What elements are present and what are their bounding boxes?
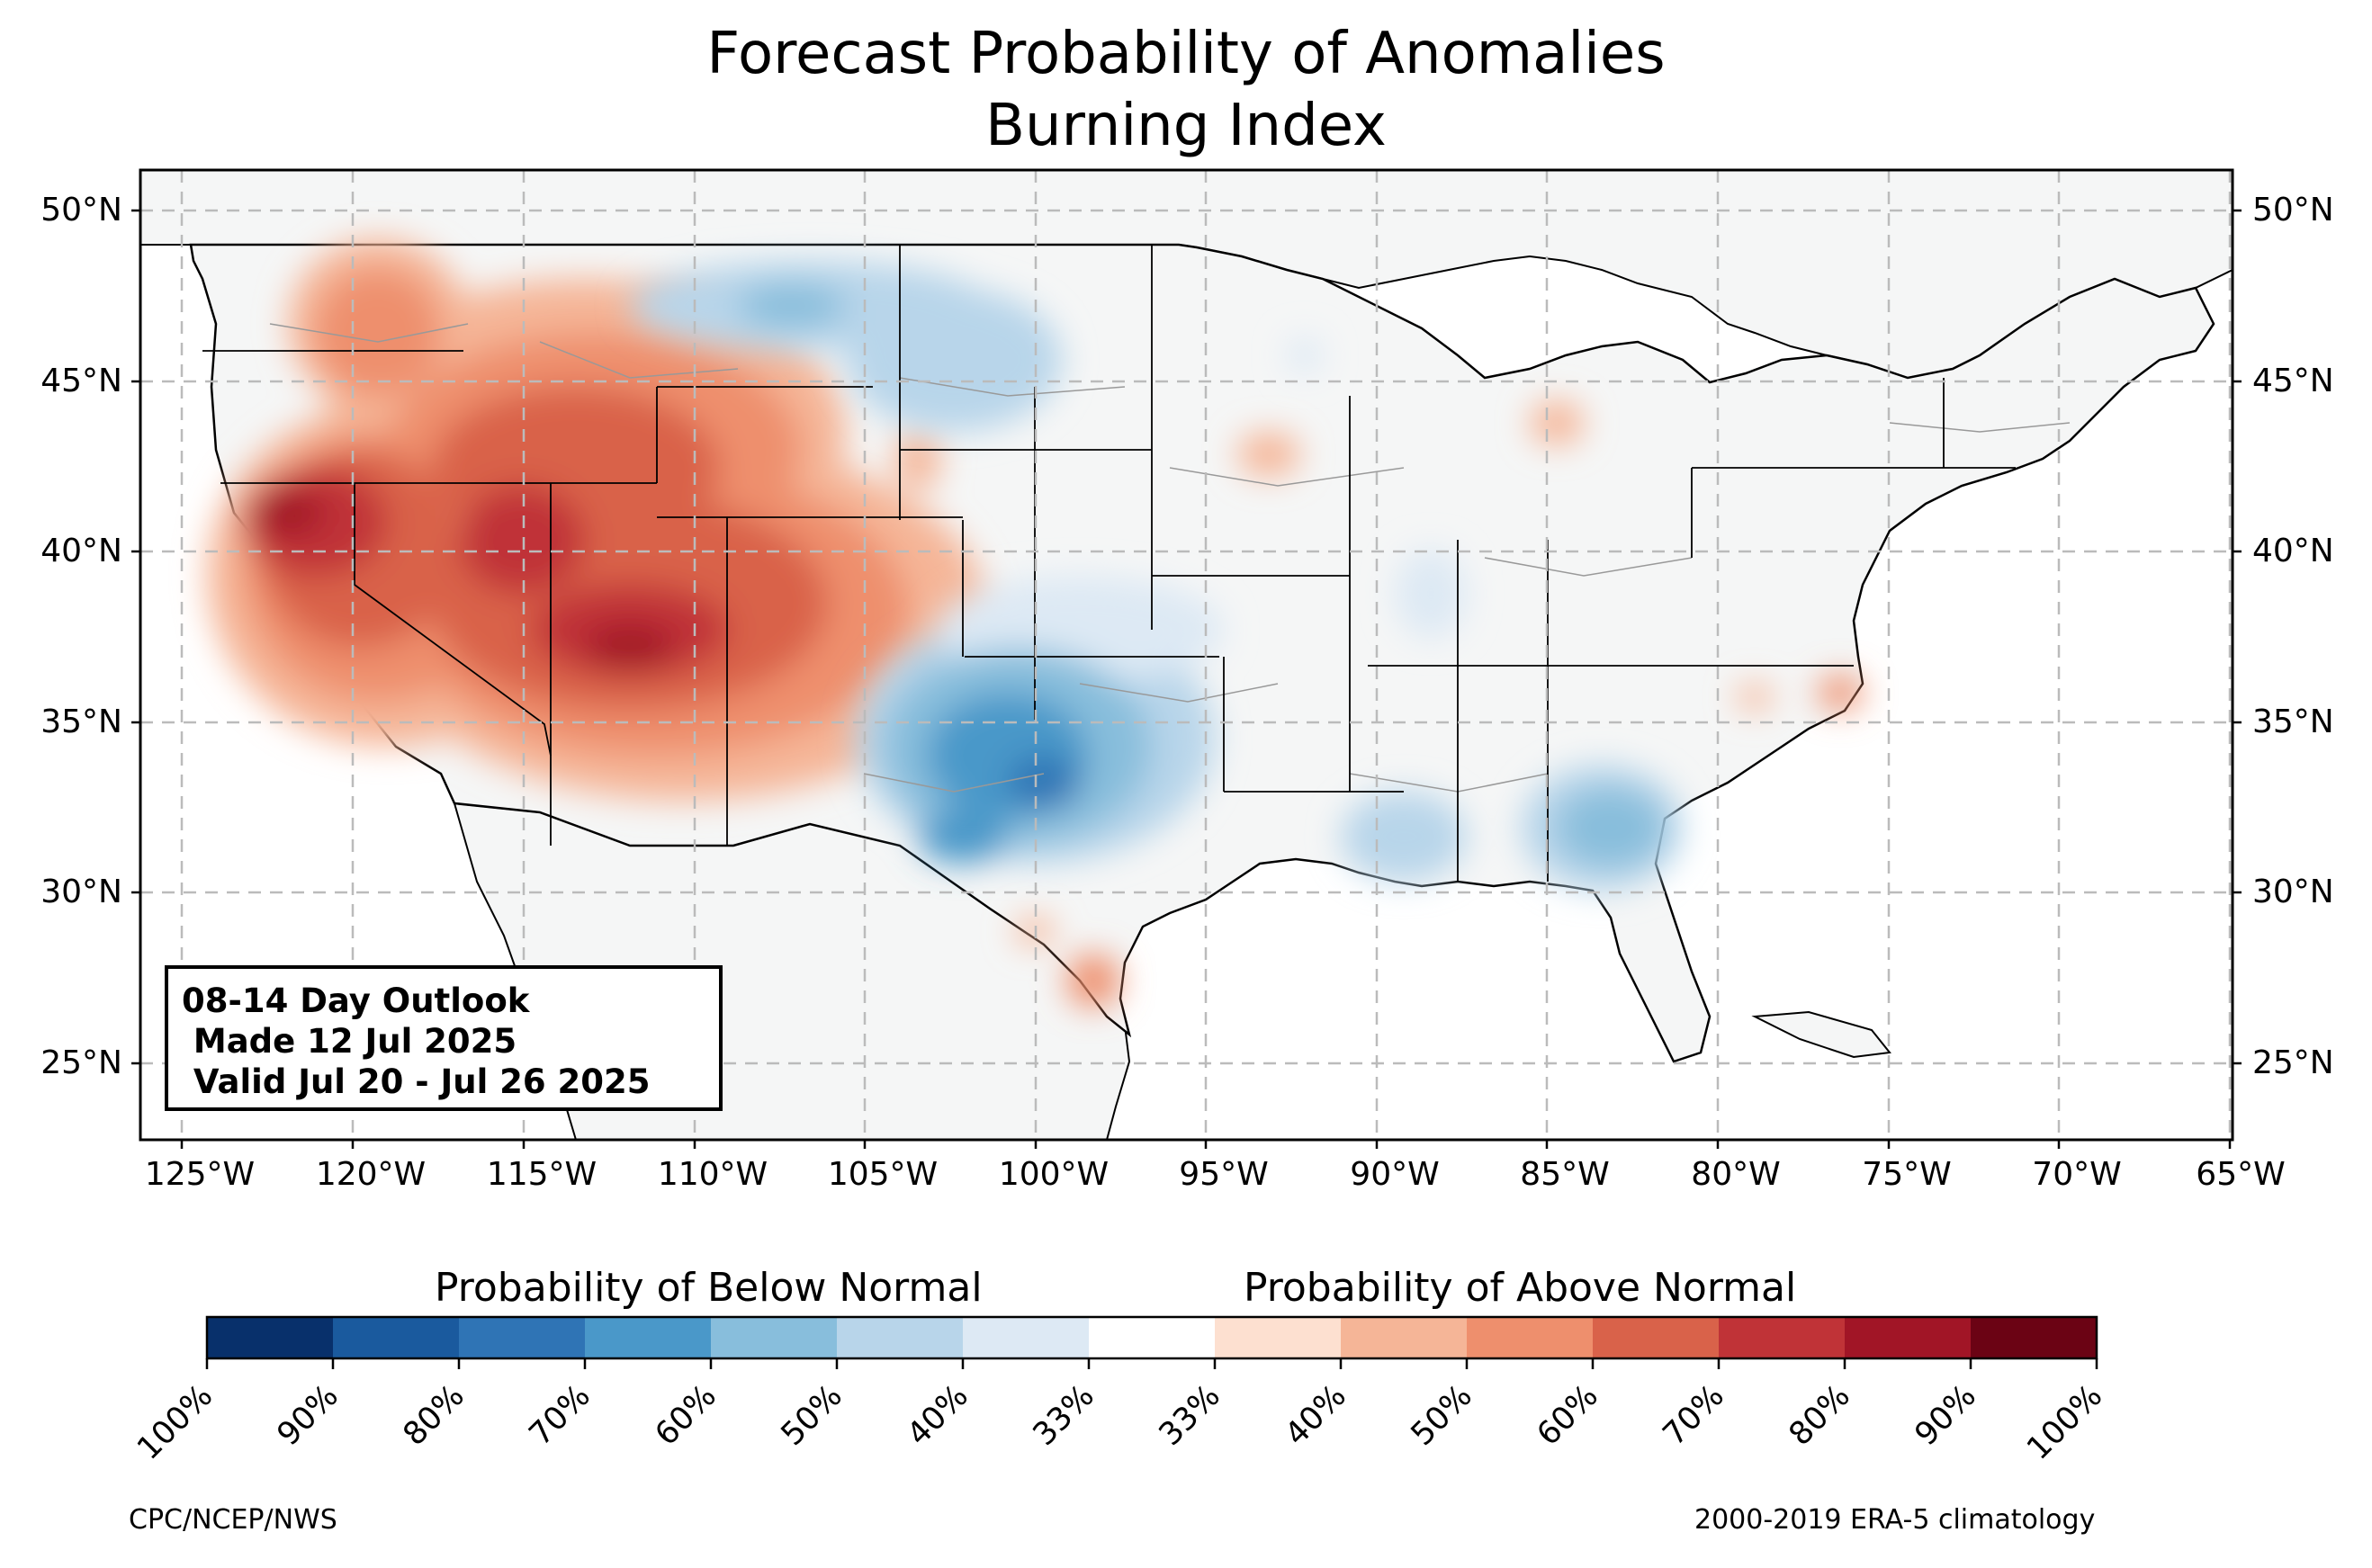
above-normal-fields	[207, 238, 1863, 1008]
map-frame	[139, 168, 2234, 1142]
colorbar-above-title: Probability of Above Normal	[1244, 1265, 1797, 1311]
lat-label-left-25: 25°N	[40, 1044, 122, 1081]
title-line-1: Forecast Probability of Anomalies	[706, 21, 1666, 87]
colorbar-segment	[459, 1317, 586, 1358]
lat-label-right-25: 25°N	[2252, 1044, 2334, 1081]
outlook-made-date: Made 12 Jul 2025	[182, 1022, 517, 1061]
lon-label-75w: 75°W	[1862, 1156, 1952, 1193]
state-boundaries	[202, 245, 2016, 882]
graticule	[140, 170, 2233, 1140]
footer-credit: CPC/NCEP/NWS	[129, 1504, 337, 1536]
axis-ticks	[131, 209, 2242, 1149]
colorbar-segment	[1215, 1317, 1342, 1358]
colorbar-segment	[1467, 1317, 1594, 1358]
title-line-2: Burning Index	[985, 93, 1387, 159]
lon-label-125w: 125°W	[144, 1156, 256, 1193]
colorbar-segment	[1845, 1317, 1972, 1358]
lon-label-85w: 85°W	[1520, 1156, 1610, 1193]
colorbar-segment	[1089, 1317, 1216, 1358]
lon-label-115w: 115°W	[486, 1156, 597, 1193]
lon-label-120w: 120°W	[315, 1156, 427, 1193]
lat-label-left-30: 30°N	[40, 874, 122, 910]
lat-label-left-40: 40°N	[40, 533, 122, 569]
lat-label-right-30: 30°N	[2252, 874, 2334, 910]
colorbar-segment	[1971, 1317, 2098, 1358]
colorbar-segment	[711, 1317, 838, 1358]
lon-label-80w: 80°W	[1691, 1156, 1781, 1193]
chart-title: Forecast Probability of Anomalies Burnin…	[0, 18, 2372, 162]
lat-label-left-50: 50°N	[40, 192, 122, 228]
colorbar-segment	[333, 1317, 460, 1358]
colorbar-segment	[1719, 1317, 1846, 1358]
colorbar-below-title: Probability of Below Normal	[435, 1265, 983, 1311]
lon-label-100w: 100°W	[998, 1156, 1110, 1193]
lon-label-105w: 105°W	[827, 1156, 939, 1193]
colorbar-segment	[207, 1317, 334, 1358]
lat-label-right-35: 35°N	[2252, 703, 2334, 740]
lat-label-right-45: 45°N	[2252, 363, 2334, 399]
lat-label-left-35: 35°N	[40, 703, 122, 740]
colorbar-segment	[585, 1317, 712, 1358]
colorbar-segment	[1341, 1317, 1468, 1358]
outlook-period: 08-14 Day Outlook	[182, 981, 530, 1020]
colorbar-segment	[1593, 1317, 1720, 1358]
outlook-valid-range: Valid Jul 20 - Jul 26 2025	[182, 1062, 651, 1101]
colorbar	[205, 1315, 2098, 1369]
lat-label-right-50: 50°N	[2252, 192, 2334, 228]
outlook-info-box: 08-14 Day Outlook Made 12 Jul 2025 Valid…	[165, 965, 723, 1111]
lat-label-left-45: 45°N	[40, 363, 122, 399]
cuba-land	[1751, 1010, 1891, 1059]
colorbar-segment	[963, 1317, 1090, 1358]
lon-label-65w: 65°W	[2196, 1156, 2286, 1193]
colorbar-segment	[837, 1317, 964, 1358]
lon-label-110w: 110°W	[657, 1156, 768, 1193]
lon-label-95w: 95°W	[1179, 1156, 1269, 1193]
lat-label-right-40: 40°N	[2252, 533, 2334, 569]
footer-climatology: 2000-2019 ERA-5 climatology	[1694, 1504, 2096, 1536]
colorbar-frame	[205, 1315, 2098, 1360]
lon-label-70w: 70°W	[2032, 1156, 2122, 1193]
lon-label-90w: 90°W	[1350, 1156, 1440, 1193]
